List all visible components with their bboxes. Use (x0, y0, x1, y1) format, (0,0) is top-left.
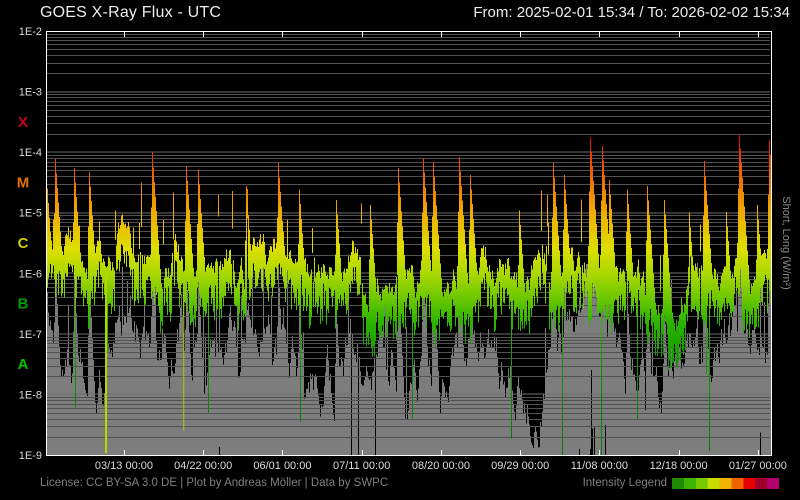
svg-text:06/01 00:00: 06/01 00:00 (253, 460, 311, 472)
svg-text:07/11 00:00: 07/11 00:00 (333, 460, 390, 472)
svg-text:Short, Long (W/m²): Short, Long (W/m²) (780, 196, 792, 290)
axis-ticks (124, 32, 759, 455)
svg-text:1E-3: 1E-3 (19, 87, 42, 99)
intensity-legend-gradient-bar (672, 477, 779, 489)
x-axis-labels: 03/13 00:00 04/22 00:00 06/01 00:00 07/11 0… (95, 460, 787, 472)
flare-class-labels: X M C B A (17, 114, 30, 373)
svg-text:A: A (18, 356, 29, 373)
y-axis-labels: 1E-2 1E-3 1E-4 1E-5 1E-6 1E-7 1E-8 1E-9 (19, 26, 42, 462)
svg-text:1E-7: 1E-7 (19, 329, 42, 341)
svg-text:C: C (18, 235, 29, 252)
svg-text:1E-5: 1E-5 (19, 208, 42, 220)
svg-text:M: M (17, 174, 30, 191)
svg-text:03/13 00:00: 03/13 00:00 (95, 460, 153, 472)
time-range-label: From: 2025-02-01 15:34 / To: 2026-02-02 … (473, 4, 790, 21)
svg-text:11/08 00:00: 11/08 00:00 (571, 460, 628, 472)
svg-text:1E-4: 1E-4 (19, 147, 42, 159)
license-text: License: CC BY-SA 3.0 DE | Plot by Andre… (40, 477, 389, 489)
svg-text:B: B (18, 296, 29, 313)
svg-text:1E-9: 1E-9 (19, 450, 42, 462)
page-title: GOES X-Ray Flux - UTC (40, 4, 222, 21)
data-gap-lines (105, 276, 185, 454)
header: GOES X-Ray Flux - UTC From: 2025-02-01 1… (0, 2, 800, 22)
svg-text:01/27 00:00: 01/27 00:00 (729, 460, 787, 472)
right-axis-label: Short, Long (W/m²) (780, 196, 792, 290)
short-flux-series (46, 230, 771, 455)
long-flux-series (46, 134, 771, 455)
svg-text:04/22 00:00: 04/22 00:00 (174, 460, 232, 472)
svg-text:08/20 00:00: 08/20 00:00 (412, 460, 470, 472)
svg-text:X: X (18, 114, 28, 131)
svg-text:12/18 00:00: 12/18 00:00 (650, 460, 708, 472)
svg-text:09/29 00:00: 09/29 00:00 (491, 460, 549, 472)
svg-text:1E-2: 1E-2 (19, 26, 42, 38)
svg-text:1E-8: 1E-8 (19, 389, 42, 401)
intensity-legend: Intensity Legend (583, 477, 779, 489)
plot-frame (46, 31, 772, 456)
svg-text:1E-6: 1E-6 (19, 268, 42, 280)
intensity-legend-label: Intensity Legend (582, 477, 667, 489)
